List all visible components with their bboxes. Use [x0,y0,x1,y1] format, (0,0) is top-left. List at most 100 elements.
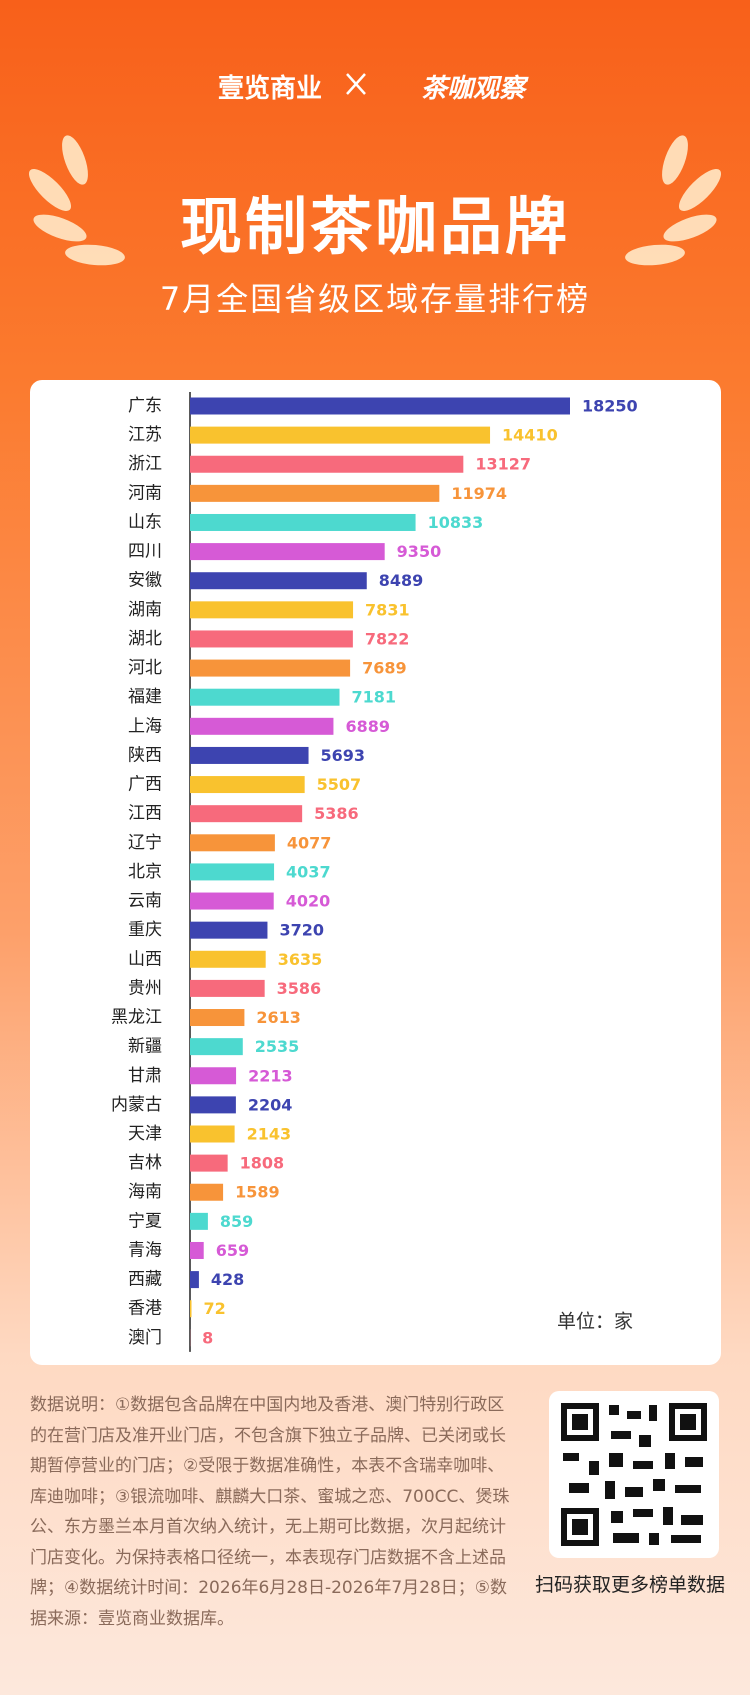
category-label: 江苏 [128,425,162,445]
qr-caption: 扫码获取更多榜单数据 [534,1574,725,1596]
bar [190,746,309,764]
value-label: 2204 [248,1095,293,1114]
bar [190,455,464,473]
bar [190,426,491,444]
category-label: 宁夏 [128,1211,162,1231]
value-label: 8489 [379,571,424,590]
category-label: 北京 [128,862,162,882]
category-label: 河北 [128,658,162,678]
value-label: 859 [220,1212,253,1231]
value-label: 1808 [240,1154,285,1173]
value-label: 4037 [286,862,331,881]
bar [190,834,275,852]
notes: 数据说明：①数据包含品牌在中国内地及香港、澳门特别行政区的在营门店及准开业门店，… [30,1395,510,1629]
title: 现制茶咖品牌 [179,190,570,263]
bar [190,805,303,823]
decor [28,73,722,266]
bar [190,513,416,531]
subtitle: 7月全国省级区域存量排行榜 [159,280,591,318]
bar [190,572,367,590]
category-label: 贵州 [128,978,162,998]
value-label: 2535 [255,1037,300,1056]
value-label: 1589 [235,1183,280,1202]
category-label: 甘肃 [128,1066,162,1086]
bar [190,892,274,910]
value-label: 13127 [475,455,531,474]
value-label: 6889 [345,717,390,736]
value-label: 7831 [365,600,410,619]
bar [190,1038,243,1056]
value-label: 10833 [428,513,484,532]
category-label: 山东 [128,512,162,532]
value-label: 428 [211,1270,244,1289]
bar [190,630,353,648]
bar [190,601,354,619]
bar [190,863,275,881]
category-label: 福建 [128,687,162,707]
category-label: 江西 [128,804,162,824]
brand-right: 茶咖观察 [420,74,525,104]
category-label: 海南 [128,1182,162,1202]
category-label: 浙江 [128,454,162,474]
value-label: 2613 [256,1008,301,1027]
qr-code [549,1391,719,1558]
category-label: 山西 [128,949,162,969]
value-label: 7181 [352,688,397,707]
bar [190,1271,199,1289]
category-label: 内蒙古 [111,1095,162,1115]
category-label: 上海 [128,716,162,736]
category-label: 重庆 [128,920,162,940]
bar [190,1009,245,1027]
bar [190,1241,204,1259]
category-label: 青海 [128,1240,162,1260]
value-label: 3720 [279,921,324,940]
value-label: 72 [203,1299,225,1318]
value-label: 5507 [317,775,362,794]
brand-left: 壹览商业 [217,74,322,104]
category-label: 吉林 [128,1153,162,1173]
category-label: 天津 [128,1124,162,1144]
bar [190,979,265,997]
value-label: 18250 [582,397,638,416]
value-label: 7689 [362,659,407,678]
value-label: 11974 [451,484,507,503]
value-label: 5693 [321,746,366,765]
category-label: 新疆 [128,1037,162,1057]
bar [190,1300,192,1318]
category-label: 辽宁 [128,833,162,853]
bar [190,688,340,706]
value-label: 3586 [277,979,322,998]
bar [190,717,334,735]
category-label: 澳门 [128,1328,162,1348]
value-label: 4077 [287,833,332,852]
bar [190,1125,235,1143]
bar [190,397,570,415]
category-label: 湖南 [128,600,162,620]
category-label: 河南 [128,483,162,503]
category-label: 广东 [128,396,162,416]
bar [190,659,351,677]
value-label: 4020 [286,892,331,911]
category-label: 西藏 [128,1270,162,1290]
value-label: 8 [202,1328,213,1347]
category-label: 陕西 [128,745,162,765]
value-label: 2213 [248,1066,293,1085]
bar [190,776,305,794]
bar [190,1183,224,1201]
category-label: 广西 [128,775,162,795]
category-label: 云南 [128,891,162,911]
value-label: 2143 [247,1125,292,1144]
category-label: 香港 [128,1299,162,1319]
bar [190,921,268,939]
value-label: 5386 [314,804,359,823]
bar [190,950,266,968]
category-label: 黑龙江 [111,1008,162,1028]
value-label: 659 [216,1241,249,1260]
value-label: 9350 [397,542,442,561]
category-label: 四川 [128,542,162,562]
bar [190,1096,236,1114]
bar [190,1154,228,1172]
bar [190,484,440,502]
value-label: 3635 [278,950,323,969]
